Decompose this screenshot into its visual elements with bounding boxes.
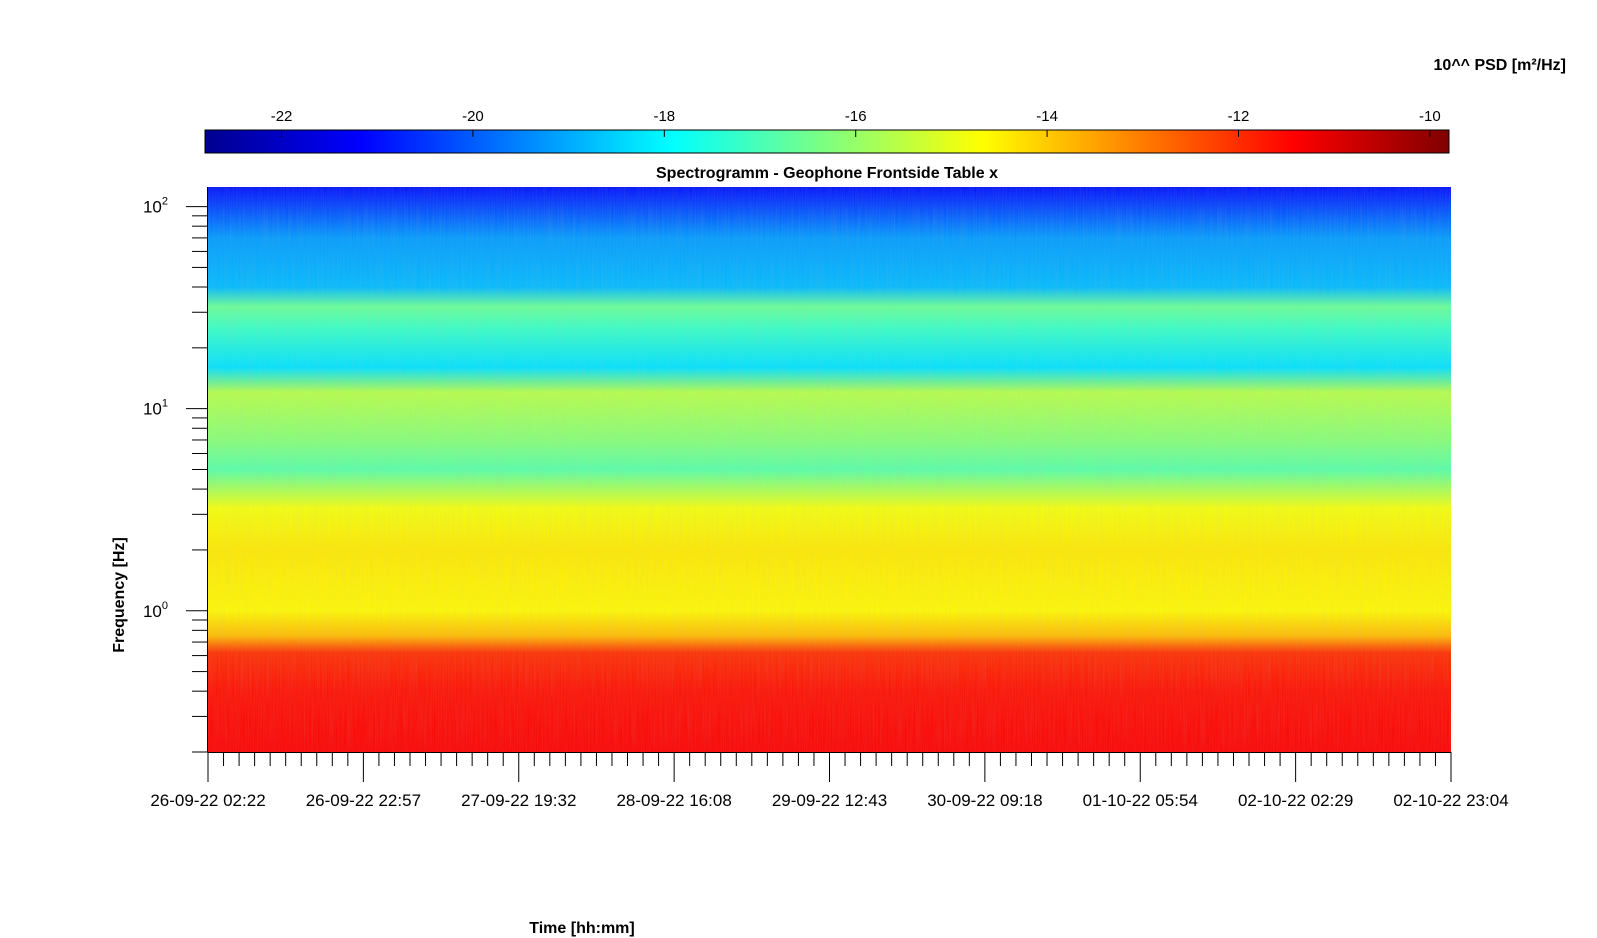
colorbar-tick-label: -14 [1036, 108, 1058, 125]
colorbar: -22 -20 -18 -16 -14 -12 -10 [204, 108, 1450, 154]
x-tick-label: 26-09-22 02:22 [150, 791, 265, 810]
colorbar-tick-label: -12 [1228, 108, 1250, 125]
x-ticks: 26-09-22 02:22 26-09-22 22:57 27-09-22 19:… [150, 752, 1509, 810]
x-tick-label: 02-10-22 23:04 [1393, 791, 1508, 810]
x-tick-label: 26-09-22 22:57 [306, 791, 421, 810]
x-tick-label: 30-09-22 09:18 [927, 791, 1042, 810]
spectrogram-area [208, 187, 1451, 752]
y-axis: 100 101 102 [143, 187, 208, 753]
x-tick-label: 28-09-22 16:08 [616, 791, 731, 810]
y-axis-label: Frequency [Hz] [111, 537, 128, 653]
x-tick-label: 29-09-22 12:43 [772, 791, 887, 810]
colorbar-ticks: -22 -20 -18 -16 -14 -12 -10 [271, 108, 1441, 137]
chart-title: Spectrogramm - Geophone Frontside Table … [656, 165, 998, 182]
y-tick-label: 100 [143, 600, 168, 621]
x-tick-label: 01-10-22 05:54 [1083, 791, 1198, 810]
colorbar-tick-label: -22 [271, 108, 293, 125]
colorbar-gradient [204, 129, 1450, 154]
y-ticks: 100 101 102 [143, 196, 208, 753]
colorbar-tick-label: -16 [845, 108, 867, 125]
x-axis-label: Time [hh:mm] [529, 920, 634, 937]
x-tick-label: 27-09-22 19:32 [461, 791, 576, 810]
y-tick-label: 101 [143, 398, 168, 419]
colorbar-tick-label: -10 [1419, 108, 1441, 125]
x-tick-label: 02-10-22 02:29 [1238, 791, 1353, 810]
x-axis: 26-09-22 02:22 26-09-22 22:57 27-09-22 19:… [150, 752, 1509, 810]
colorbar-tick-label: -18 [653, 108, 675, 125]
spectrogram-texture [208, 187, 1451, 752]
colorbar-tick-label: -20 [462, 108, 484, 125]
y-tick-label: 102 [143, 196, 168, 217]
colorbar-label: 10^^ PSD [m²/Hz] [1434, 57, 1566, 74]
